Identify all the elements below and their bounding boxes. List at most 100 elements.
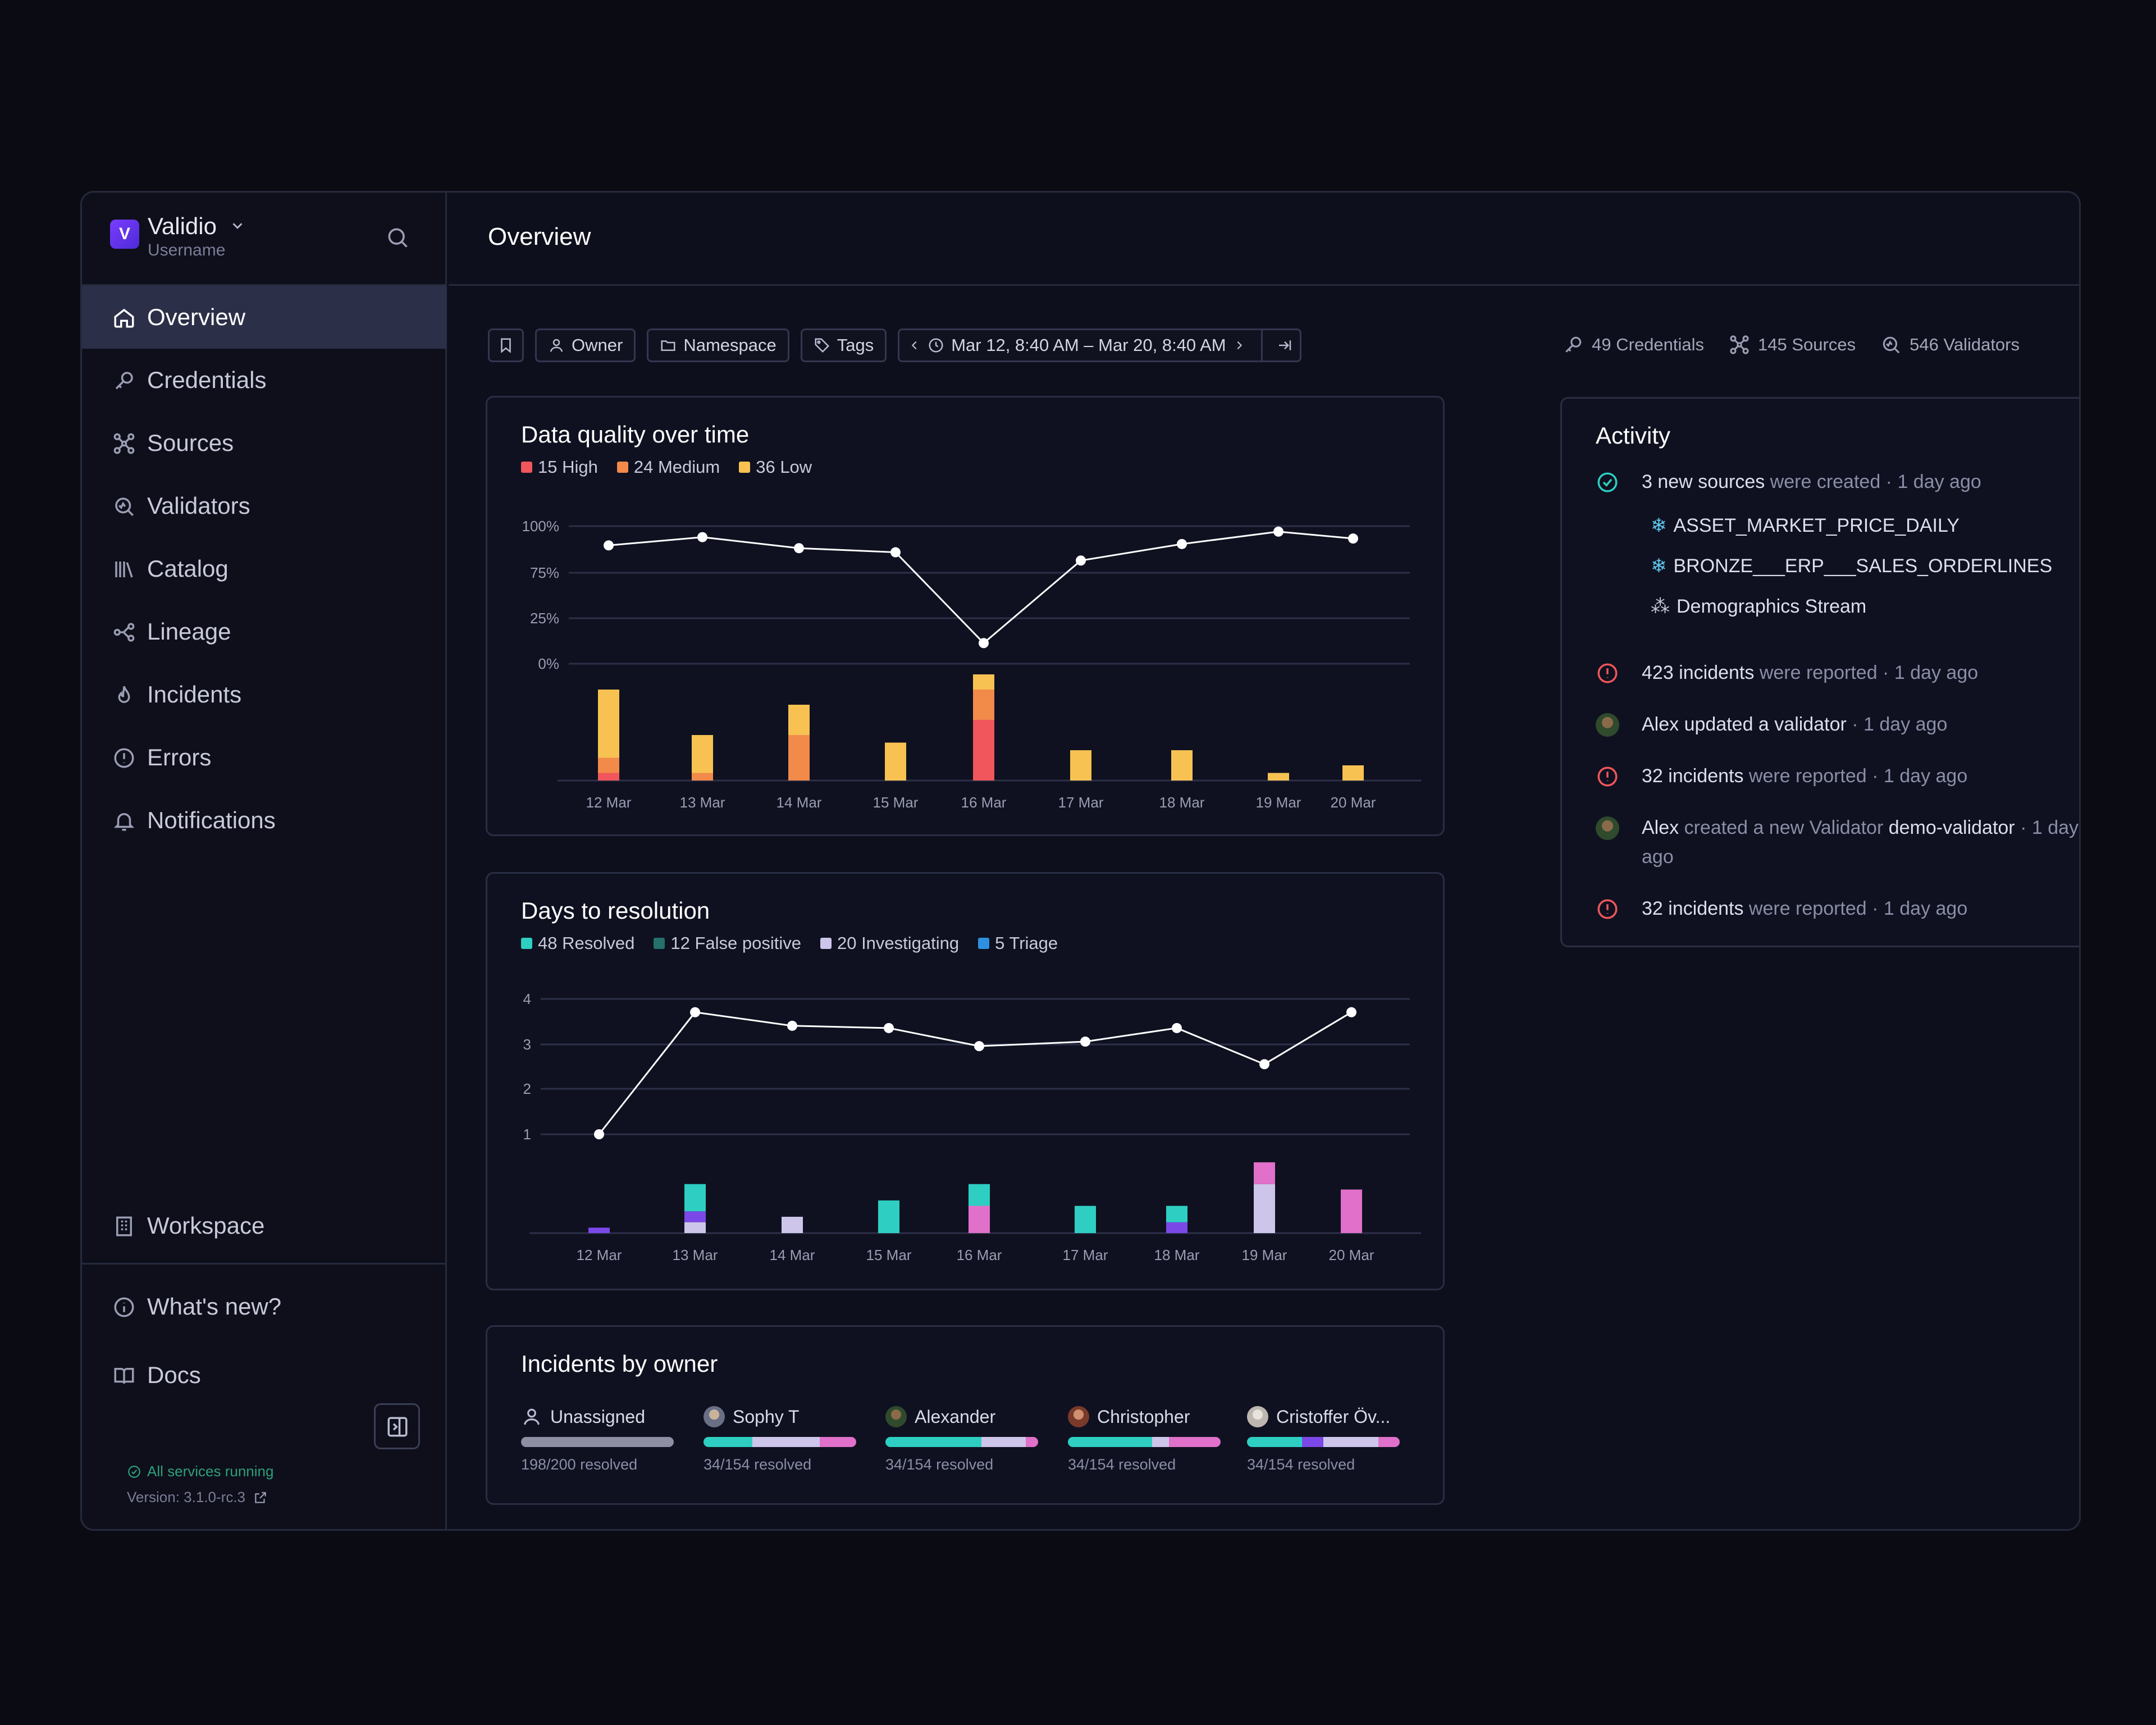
sidebar-item-sources[interactable]: Sources — [82, 412, 447, 474]
sources-icon — [113, 433, 135, 454]
whats-new-link[interactable]: What's new? — [82, 1275, 447, 1338]
tags-filter[interactable]: Tags — [800, 328, 887, 362]
legend-swatch — [978, 938, 990, 949]
owner-filter[interactable]: Owner — [535, 328, 636, 362]
x-tick-label: 16 Mar — [957, 1247, 1002, 1263]
owner-unassigned[interactable]: Unassigned 198/200 resolved — [521, 1404, 674, 1473]
chart-legend: 15 High 24 Medium 36 Low — [521, 457, 812, 477]
namespace-filter[interactable]: Namespace — [647, 328, 789, 362]
source-name: BRONZE___ERP___SALES_ORDERLINES — [1673, 555, 2053, 577]
info-icon — [114, 1297, 134, 1317]
activity-item[interactable]: Alex updated a validator · 1 day ago — [1596, 710, 2079, 741]
docs-link[interactable]: Docs — [82, 1344, 447, 1407]
owner-cristoffer[interactable]: Cristoffer Öv... 34/154 resolved — [1247, 1404, 1400, 1473]
book-icon — [114, 1368, 134, 1384]
collapse-sidebar-button[interactable] — [374, 1403, 420, 1449]
line-point — [1273, 526, 1283, 537]
owner-sophy-t[interactable]: Sophy T 34/154 resolved — [704, 1404, 856, 1473]
sidebar-item-incidents[interactable]: Incidents — [82, 663, 447, 726]
activity-rest: · 1 day ago — [1642, 817, 2079, 868]
owner-name: Alexander — [915, 1406, 996, 1427]
source-name: Demographics Stream — [1677, 595, 1867, 617]
legend-investigating[interactable]: 20 Investigating — [820, 933, 959, 953]
chevron-left-icon[interactable] — [908, 339, 921, 352]
sidebar-item-overview[interactable]: Overview — [82, 286, 447, 349]
activity-bold: 423 incidents — [1642, 662, 1755, 683]
org-name[interactable]: Validio — [148, 213, 217, 239]
legend-resolved[interactable]: 48 Resolved — [521, 933, 634, 953]
sidebar: V Validio Username Overview Credentials … — [82, 193, 447, 1529]
activity-item[interactable]: 32 incidents were reported · 1 day ago — [1596, 761, 2079, 793]
legend-medium[interactable]: 24 Medium — [616, 457, 720, 477]
sidebar-item-workspace[interactable]: Workspace — [82, 1194, 447, 1257]
activity-source-link[interactable]: ⁂ Demographics Stream — [1651, 595, 1866, 618]
bar-segment — [1341, 1189, 1362, 1233]
sidebar-item-notifications[interactable]: Notifications — [82, 789, 447, 852]
activity-item[interactable]: 423 incidents were reported · 1 day ago — [1596, 658, 2079, 690]
activity-item[interactable]: 32 incidents were reported · 1 day ago — [1596, 894, 2079, 925]
bar-segment — [1166, 1206, 1187, 1222]
chevron-right-icon[interactable] — [1233, 339, 1245, 352]
date-range-picker[interactable]: Mar 12, 8:40 AM – Mar 20, 8:40 AM — [898, 328, 1301, 362]
sidebar-item-credentials[interactable]: Credentials — [82, 349, 447, 412]
header-divider — [449, 284, 2079, 286]
legend-triage[interactable]: 5 Triage — [978, 933, 1058, 953]
x-tick-label: 18 Mar — [1154, 1247, 1200, 1263]
sidebar-item-lineage[interactable]: Lineage — [82, 600, 447, 663]
activity-item[interactable]: 3 new sources were created · 1 day ago — [1596, 467, 2079, 499]
search-icon[interactable] — [385, 225, 410, 250]
chevron-down-icon[interactable] — [229, 217, 246, 234]
chart-title: Days to resolution — [521, 897, 710, 924]
services-status: All services running — [127, 1463, 273, 1480]
line-point — [1172, 1023, 1182, 1033]
sidebar-divider — [82, 1263, 447, 1265]
avatar — [704, 1406, 725, 1427]
x-tick-label: 17 Mar — [1063, 1247, 1108, 1263]
activity-item[interactable]: Alex created a new Validator demo-valida… — [1596, 813, 2079, 871]
sidebar-item-errors[interactable]: Errors — [82, 726, 447, 789]
owner-christopher[interactable]: Christopher 34/154 resolved — [1068, 1404, 1221, 1473]
activity-bold: Alex updated a validator — [1642, 714, 1847, 735]
validators-count[interactable]: 546 Validators — [1880, 334, 2020, 355]
x-tick-label: 19 Mar — [1256, 794, 1301, 811]
source-name: ASSET_MARKET_PRICE_DAILY — [1673, 514, 1960, 536]
activity-source-link[interactable]: ❄ BRONZE___ERP___SALES_ORDERLINES — [1651, 555, 2052, 577]
main-content: Overview Owner Namespace Tags — [449, 193, 2079, 1529]
bookmark-button[interactable] — [488, 328, 524, 362]
credentials-count-label: 49 Credentials — [1592, 335, 1705, 354]
bar-segment — [878, 1200, 899, 1233]
avatar-icon — [1596, 713, 1619, 737]
bar-segment — [598, 690, 619, 758]
sidebar-item-label: Credentials — [147, 367, 267, 393]
version-link[interactable]: Version: 3.1.0-rc.3 — [127, 1489, 268, 1506]
key-icon — [115, 372, 133, 390]
legend-low[interactable]: 36 Low — [739, 457, 812, 477]
bar-segment — [684, 1211, 706, 1222]
bar-segment — [1166, 1222, 1187, 1233]
x-tick-label: 13 Mar — [673, 1247, 718, 1263]
credentials-count[interactable]: 49 Credentials — [1563, 334, 1704, 355]
sidebar-item-catalog[interactable]: Catalog — [82, 537, 447, 600]
sources-count[interactable]: 145 Sources — [1729, 334, 1856, 355]
line-point — [1080, 1036, 1090, 1047]
activity-source-link[interactable]: ❄ ASSET_MARKET_PRICE_DAILY — [1651, 514, 1959, 537]
validator-icon — [115, 498, 134, 516]
activity-actor: Alex — [1642, 817, 1679, 838]
bell-icon — [113, 813, 135, 831]
key-icon — [1565, 336, 1582, 353]
owner-resolved: 34/154 resolved — [1068, 1456, 1176, 1473]
sidebar-item-validators[interactable]: Validators — [82, 474, 447, 537]
bar-segment — [692, 773, 713, 781]
validio-logo[interactable]: V — [110, 220, 139, 249]
bar-segment — [973, 720, 994, 781]
legend-high[interactable]: 15 High — [521, 457, 598, 477]
sidebar-item-label: Workspace — [147, 1212, 265, 1239]
y-tick-label: 4 — [523, 991, 531, 1007]
jump-to-end-icon[interactable] — [1276, 337, 1293, 354]
tags-filter-label: Tags — [837, 335, 874, 355]
x-tick-label: 17 Mar — [1058, 794, 1104, 811]
owner-alexander[interactable]: Alexander 34/154 resolved — [885, 1404, 1038, 1473]
sources-icon — [1730, 335, 1749, 354]
legend-false-positive[interactable]: 12 False positive — [654, 933, 801, 953]
bar-segment — [588, 1227, 610, 1233]
